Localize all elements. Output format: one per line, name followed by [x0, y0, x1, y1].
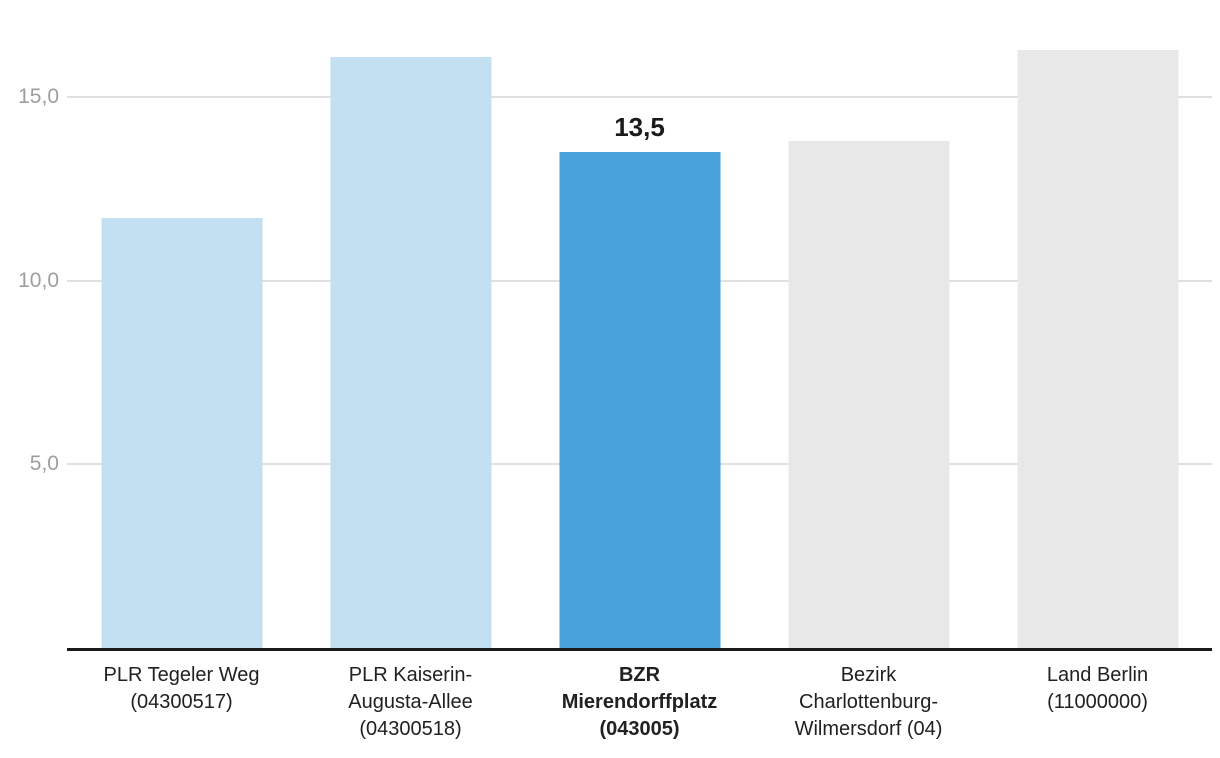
x-tick-label: Bezirk Charlottenburg- Wilmersdorf (04) — [794, 664, 943, 740]
x-tick-label: BZR Mierendorffplatz (043005) — [561, 664, 718, 740]
bar[interactable] — [330, 56, 491, 648]
x-axis-labels: PLR Tegeler Weg (04300517) PLR Kaiserin- … — [67, 651, 1212, 758]
bar-column — [67, 0, 296, 648]
bar-column — [296, 0, 525, 648]
plot-area: 13,5 — [67, 0, 1212, 648]
x-axis-line — [67, 648, 1212, 651]
bar[interactable] — [788, 141, 949, 648]
bar[interactable] — [1017, 49, 1178, 648]
y-axis: 5,0 10,0 15,0 — [0, 0, 67, 648]
gridline — [67, 96, 1212, 99]
bar-series: 13,5 — [67, 0, 1212, 648]
bar[interactable] — [101, 218, 262, 648]
bar-column — [754, 0, 983, 648]
bar-highlighted[interactable] — [559, 152, 720, 648]
bar-column — [983, 0, 1212, 648]
bar-value-label: 13,5 — [614, 112, 665, 143]
y-tick-label: 10,0 — [18, 268, 59, 292]
x-tick-label: Land Berlin (11000000) — [1046, 664, 1149, 713]
x-tick-label: PLR Tegeler Weg (04300517) — [103, 664, 260, 713]
y-tick-label: 5,0 — [29, 452, 59, 476]
x-tick-label: PLR Kaiserin- Augusta-Allee (04300518) — [348, 664, 473, 740]
y-tick-label: 15,0 — [18, 85, 59, 109]
bar-column: 13,5 — [525, 0, 754, 648]
